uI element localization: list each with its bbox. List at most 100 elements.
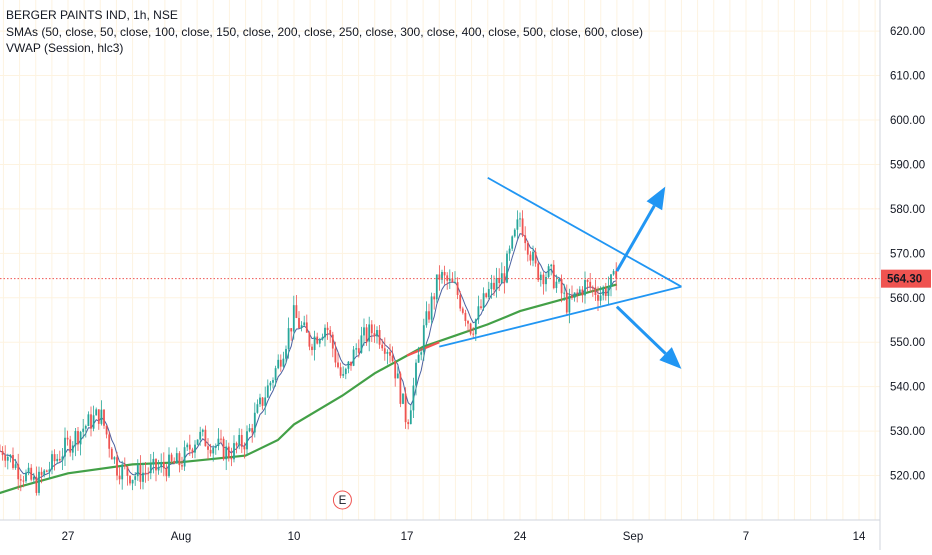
candle-body: [360, 335, 363, 353]
candle-body: [97, 409, 100, 424]
candle-body: [311, 346, 313, 351]
vwap-legend[interactable]: VWAP (Session, hlc3): [6, 41, 124, 55]
candle-body: [308, 332, 311, 347]
candle-body: [209, 449, 212, 454]
candle-body: [552, 264, 555, 289]
candle-body: [274, 368, 277, 381]
candle-body: [251, 428, 254, 433]
candle-body: [157, 467, 160, 471]
candle-body: [383, 348, 386, 354]
candle-body: [578, 289, 581, 293]
arrow-down-head: [659, 347, 682, 369]
candle-body: [285, 348, 287, 359]
candle-body: [526, 243, 529, 255]
candle-body: [524, 235, 527, 244]
candle-body: [581, 289, 584, 296]
arrow-up-shaft: [615, 205, 656, 272]
symbol-legend[interactable]: BERGER PAINTS IND, 1h, NSE: [6, 8, 178, 22]
candle-body: [493, 282, 495, 290]
candle-body: [139, 465, 142, 482]
candle-body: [82, 428, 85, 432]
candle-body: [32, 476, 35, 480]
candle-body: [381, 344, 384, 349]
candle-body: [451, 278, 454, 283]
candle-body: [521, 218, 524, 236]
candle-body: [615, 271, 618, 279]
candle-body: [396, 373, 399, 379]
candle-body: [435, 274, 438, 300]
candle-body: [134, 476, 137, 480]
candle-body: [428, 311, 430, 320]
candle-body: [40, 471, 43, 475]
candle-body: [43, 470, 46, 475]
candle-body: [420, 352, 423, 355]
candle-body: [290, 328, 293, 332]
candle-body: [6, 456, 9, 461]
candle-body: [391, 355, 394, 362]
candle-layer: [0, 210, 618, 496]
y-tick-label: 600.00: [890, 115, 925, 127]
candle-body: [38, 471, 40, 493]
candle-body: [230, 457, 233, 460]
candle-body: [235, 443, 238, 446]
sma-legend[interactable]: SMAs (50, close, 50, close, 100, close, …: [6, 24, 644, 39]
candle-body: [394, 361, 397, 379]
candle-body: [305, 322, 308, 333]
y-tick-label: 580.00: [890, 204, 925, 216]
candle-body: [321, 337, 324, 340]
candle-body: [220, 438, 222, 440]
candle-body: [69, 439, 72, 453]
candle-body: [446, 275, 449, 281]
x-tick-label: Aug: [171, 531, 191, 543]
candle-body: [118, 475, 121, 480]
candle-body: [181, 465, 183, 467]
y-tick-label: 590.00: [890, 159, 925, 171]
earnings-marker: [332, 490, 352, 510]
candle-body: [186, 444, 189, 448]
candle-body: [56, 458, 59, 462]
candle-body: [610, 274, 612, 288]
x-tick-label: 7: [743, 531, 749, 543]
candle-body: [212, 447, 215, 454]
candle-body: [295, 305, 298, 318]
candle-body: [66, 437, 69, 440]
candle-body: [498, 277, 501, 283]
candle-body: [560, 279, 563, 294]
candle-body: [240, 435, 243, 447]
candle-body: [344, 368, 347, 375]
candle-body: [292, 305, 295, 332]
candle-body: [110, 448, 113, 460]
candle-body: [152, 458, 155, 465]
candle-body: [378, 330, 381, 345]
candle-body: [188, 444, 191, 450]
candle-body: [417, 354, 420, 363]
candle-body: [573, 292, 576, 298]
candle-body: [131, 479, 134, 484]
candle-body: [513, 229, 516, 237]
candle-body: [160, 462, 163, 468]
candle-body: [480, 306, 482, 309]
candle-body: [422, 325, 425, 353]
candle-body: [576, 292, 579, 294]
arrow-up-head: [646, 186, 666, 211]
candle-body: [277, 359, 280, 369]
candle-body: [58, 458, 61, 461]
candle-body: [357, 348, 360, 353]
candle-body: [243, 446, 246, 450]
candle-body: [456, 282, 459, 295]
candle-body: [0, 450, 1, 452]
candle-body: [14, 464, 17, 468]
candle-body: [545, 277, 547, 285]
candle-body: [607, 287, 610, 296]
candle-body: [126, 466, 129, 476]
candle-body: [461, 308, 464, 313]
x-tick-label: Sep: [623, 531, 643, 543]
drawing-layer[interactable]: E: [0, 176, 880, 510]
arrow-down-shaft: [615, 305, 667, 355]
sma-line: [0, 283, 618, 495]
candle-body: [25, 472, 27, 482]
candle-body: [4, 455, 7, 461]
earnings-label: E: [339, 495, 347, 507]
